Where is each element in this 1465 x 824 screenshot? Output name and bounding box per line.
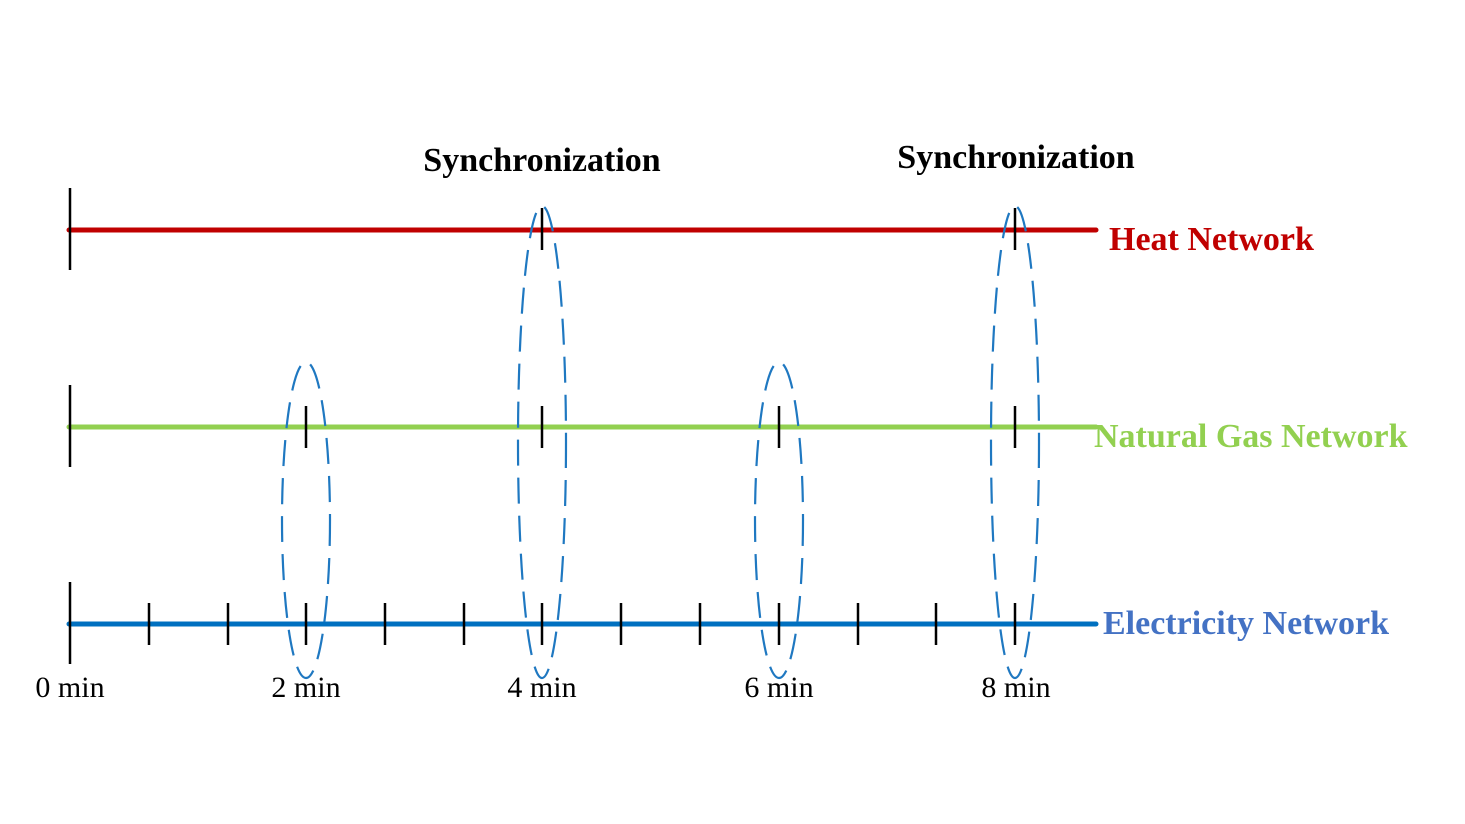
gas-network-label: Natural Gas Network xyxy=(1094,418,1408,455)
time-label-6min: 6 min xyxy=(744,671,813,704)
sync-ellipse-6min xyxy=(753,360,805,680)
sync-label-8min: Synchronization xyxy=(897,139,1135,176)
sync-ellipse-2min xyxy=(280,360,332,680)
sync-ellipse-8min xyxy=(989,204,1041,680)
electricity-network-label: Electricity Network xyxy=(1103,605,1389,642)
time-label-4min: 4 min xyxy=(507,671,576,704)
sync-label-4min: Synchronization xyxy=(423,142,661,179)
sync-ellipse-4min xyxy=(516,204,568,680)
time-label-8min: 8 min xyxy=(981,671,1050,704)
time-label-2min: 2 min xyxy=(271,671,340,704)
time-label-0min: 0 min xyxy=(35,671,104,704)
heat-network-label: Heat Network xyxy=(1109,221,1314,258)
